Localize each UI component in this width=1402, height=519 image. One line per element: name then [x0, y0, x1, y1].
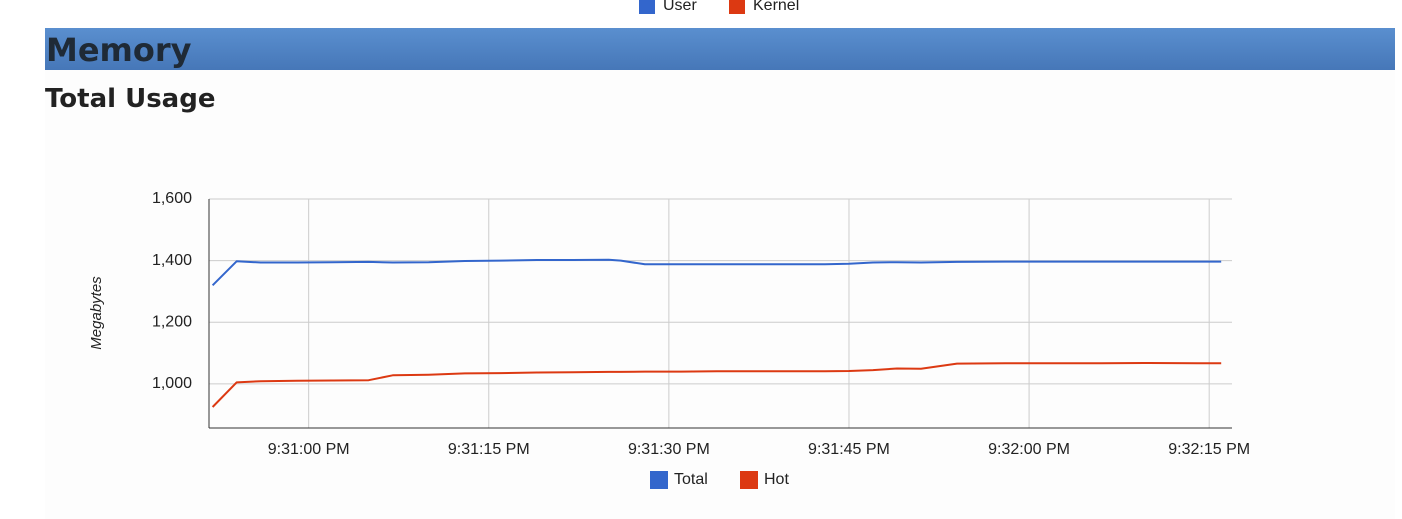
- legend-label: User: [663, 0, 697, 14]
- legend-label: Kernel: [753, 0, 799, 14]
- legend-label: Hot: [764, 471, 789, 488]
- x-tick-label: 9:31:00 PM: [268, 441, 350, 458]
- y-axis-label: Megabytes: [88, 276, 105, 350]
- x-tick-label: 9:31:15 PM: [448, 441, 530, 458]
- legend-swatch: [740, 471, 758, 489]
- series-line: [211, 362, 1222, 408]
- y-tick-label: 1,200: [152, 314, 192, 331]
- x-tick-label: 9:32:15 PM: [1168, 441, 1250, 458]
- legend-swatch: [639, 0, 655, 14]
- section-title: Memory: [46, 31, 192, 69]
- legend-swatch: [729, 0, 745, 14]
- x-tick-label: 9:31:45 PM: [808, 441, 890, 458]
- legend-swatch: [650, 471, 668, 489]
- section-header: Memory: [45, 28, 1395, 70]
- content-panel: [45, 28, 1395, 519]
- y-tick-label: 1,400: [152, 252, 192, 269]
- y-tick-label: 1,000: [152, 375, 192, 392]
- section-subtitle: Total Usage: [45, 84, 216, 114]
- x-tick-label: 9:31:30 PM: [628, 441, 710, 458]
- legend-label: Total: [674, 471, 708, 488]
- x-tick-label: 9:32:00 PM: [988, 441, 1070, 458]
- series-line: [211, 258, 1222, 287]
- y-tick-label: 1,600: [152, 190, 192, 207]
